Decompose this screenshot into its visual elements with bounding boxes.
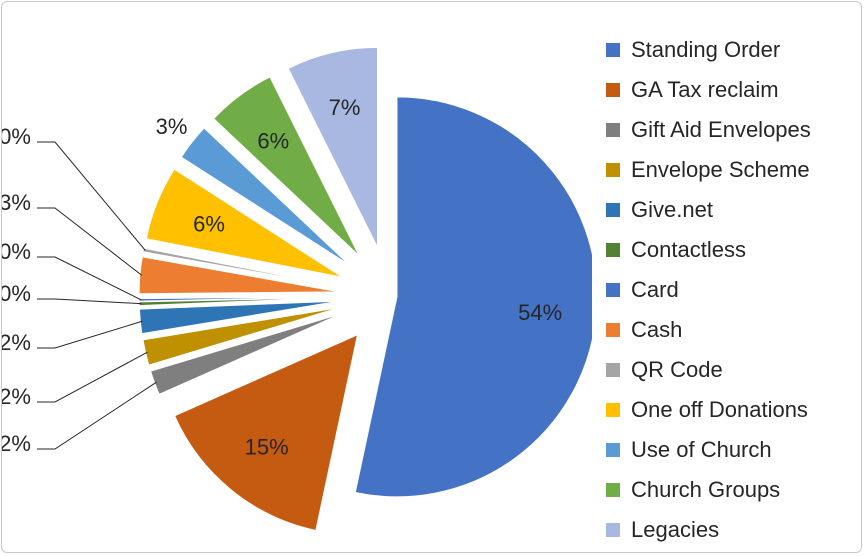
legend-item-contactless: Contactless (606, 230, 811, 270)
legend-label: GA Tax reclaim (631, 77, 779, 102)
legend-item-envelope-scheme: Envelope Scheme (606, 150, 811, 190)
legend-item-legacies: Legacies (606, 510, 811, 550)
legend-label: Use of Church (631, 437, 772, 462)
legend-swatch (606, 363, 620, 377)
legend-item-one-off-donations: One off Donations (606, 390, 811, 430)
leader-line-card (37, 256, 142, 301)
legend-label: Contactless (631, 237, 746, 262)
leader-line-qr-code (37, 141, 146, 251)
pie-slice-legacies (287, 46, 379, 248)
data-label-use-of-church: 3% (156, 114, 188, 139)
legend-item-cash: Cash (606, 310, 811, 350)
pie-slice-ga-tax-reclaim (173, 333, 359, 532)
legend-label: Church Groups (631, 477, 781, 502)
legend-label: One off Donations (631, 397, 808, 422)
legend-swatch (606, 283, 620, 297)
pie-slice-church-groups (212, 76, 360, 257)
pie-slice-cash (138, 256, 340, 295)
pie-slice-one-off-donations (145, 168, 343, 278)
pie-slice-use-of-church (180, 127, 350, 266)
data-label-card: 0% (2, 239, 31, 264)
legend-label: Card (631, 277, 679, 302)
legend-swatch (606, 43, 620, 57)
legend-item-gift-aid-envelopes: Gift Aid Envelopes (606, 110, 811, 150)
legend-item-ga-tax-reclaim: GA Tax reclaim (606, 70, 811, 110)
legend-swatch (606, 403, 620, 417)
legend-swatch (606, 443, 620, 457)
legend-item-standing-order: Standing Order (606, 30, 811, 70)
legend: Standing Order GA Tax reclaim Gift Aid Env… (606, 30, 811, 550)
legend-label: Legacies (631, 517, 720, 542)
data-label-gift-aid-envelopes: 2% (2, 431, 31, 456)
leader-line-gift-aid-envelopes (37, 381, 157, 450)
legend-item-card: Card (606, 270, 811, 310)
data-label-envelope-scheme: 2% (2, 384, 31, 409)
data-label-give-net: 2% (2, 330, 31, 355)
legend-label: Cash (631, 317, 683, 342)
legend-swatch (606, 83, 620, 97)
data-label-one-off-donations: 6% (193, 212, 225, 237)
leader-line-envelope-scheme (37, 351, 148, 403)
data-label-church-groups: 6% (257, 128, 289, 153)
data-label-qr-code: 0% (2, 124, 31, 149)
legend-label: Standing Order (631, 37, 781, 62)
data-label-cash: 3% (2, 190, 31, 215)
legend-swatch (606, 203, 620, 217)
legend-swatch (606, 243, 620, 257)
legend-swatch (606, 123, 620, 137)
legend-swatch (606, 483, 620, 497)
legend-label: Give.net (631, 197, 713, 222)
legend-label: QR Code (631, 357, 723, 382)
leader-line-contactless (37, 298, 142, 305)
legend-swatch (606, 163, 620, 177)
leader-line-cash (37, 207, 143, 276)
legend-label: Gift Aid Envelopes (631, 117, 811, 142)
data-label-ga-tax-reclaim: 15% (245, 435, 289, 460)
legend-item-church-groups: Church Groups (606, 470, 811, 510)
leader-line-give-net (37, 320, 143, 349)
legend-item-give-net: Give.net (606, 190, 811, 230)
legend-label: Envelope Scheme (631, 157, 810, 182)
legend-swatch (606, 523, 620, 537)
data-label-legacies: 7% (329, 95, 361, 120)
pie-slice-standing-order (354, 96, 592, 498)
data-label-contactless: 0% (2, 281, 31, 306)
pie-chart: 54% 15% 2% 2% 2% 0% 0% 3% 0% 6% 3% 6% 7% (2, 46, 592, 532)
pie-slice-envelope-scheme (142, 306, 341, 366)
data-label-standing-order: 54% (518, 300, 562, 325)
legend-swatch (606, 323, 620, 337)
legend-item-qr-code: QR Code (606, 350, 811, 390)
legend-item-use-of-church: Use of Church (606, 430, 811, 470)
